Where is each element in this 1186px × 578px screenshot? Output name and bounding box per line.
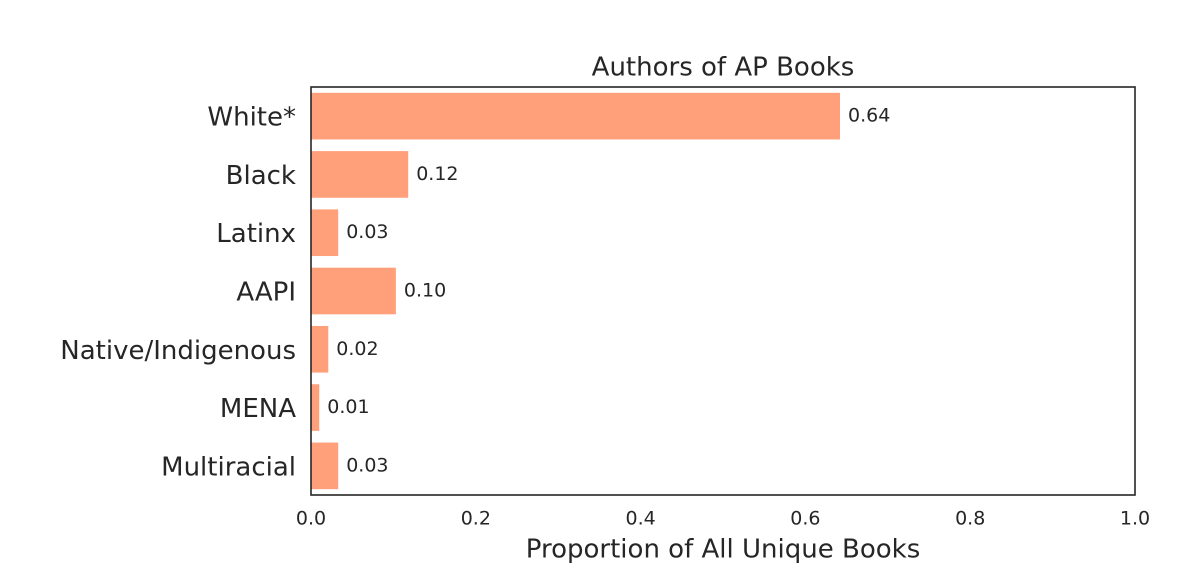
bar	[311, 384, 320, 431]
value-label: 0.64	[848, 105, 890, 127]
x-tick-label: 0.8	[955, 508, 985, 530]
value-label: 0.10	[404, 280, 446, 302]
y-tick-label: Multiracial	[161, 452, 296, 482]
bar	[311, 209, 339, 257]
y-tick-label: MENA	[220, 394, 296, 424]
value-label: 0.01	[327, 396, 369, 418]
value-label: 0.02	[336, 338, 378, 360]
x-tick-label: 0.4	[625, 508, 655, 530]
bar	[311, 267, 396, 315]
y-tick-label: Native/Indigenous	[60, 336, 296, 366]
value-label: 0.03	[346, 454, 388, 476]
bar	[311, 325, 329, 373]
value-label: 0.12	[416, 163, 458, 185]
y-tick-label: AAPI	[236, 278, 296, 308]
y-tick-label: Black	[226, 161, 296, 191]
x-axis-label: Proportion of All Unique Books	[526, 535, 920, 565]
value-label: 0.03	[346, 221, 388, 243]
x-tick-label: 0.0	[296, 508, 326, 530]
bar	[311, 442, 339, 490]
x-tick-label: 0.6	[790, 508, 820, 530]
x-tick-label: 1.0	[1120, 508, 1150, 530]
chart-title: Authors of AP Books	[592, 53, 855, 83]
bar	[311, 151, 409, 198]
bar	[311, 92, 841, 140]
y-tick-label: Latinx	[216, 219, 296, 249]
x-tick-label: 0.2	[461, 508, 491, 530]
plot-frame	[310, 86, 1136, 496]
y-tick-label: White*	[207, 103, 296, 133]
